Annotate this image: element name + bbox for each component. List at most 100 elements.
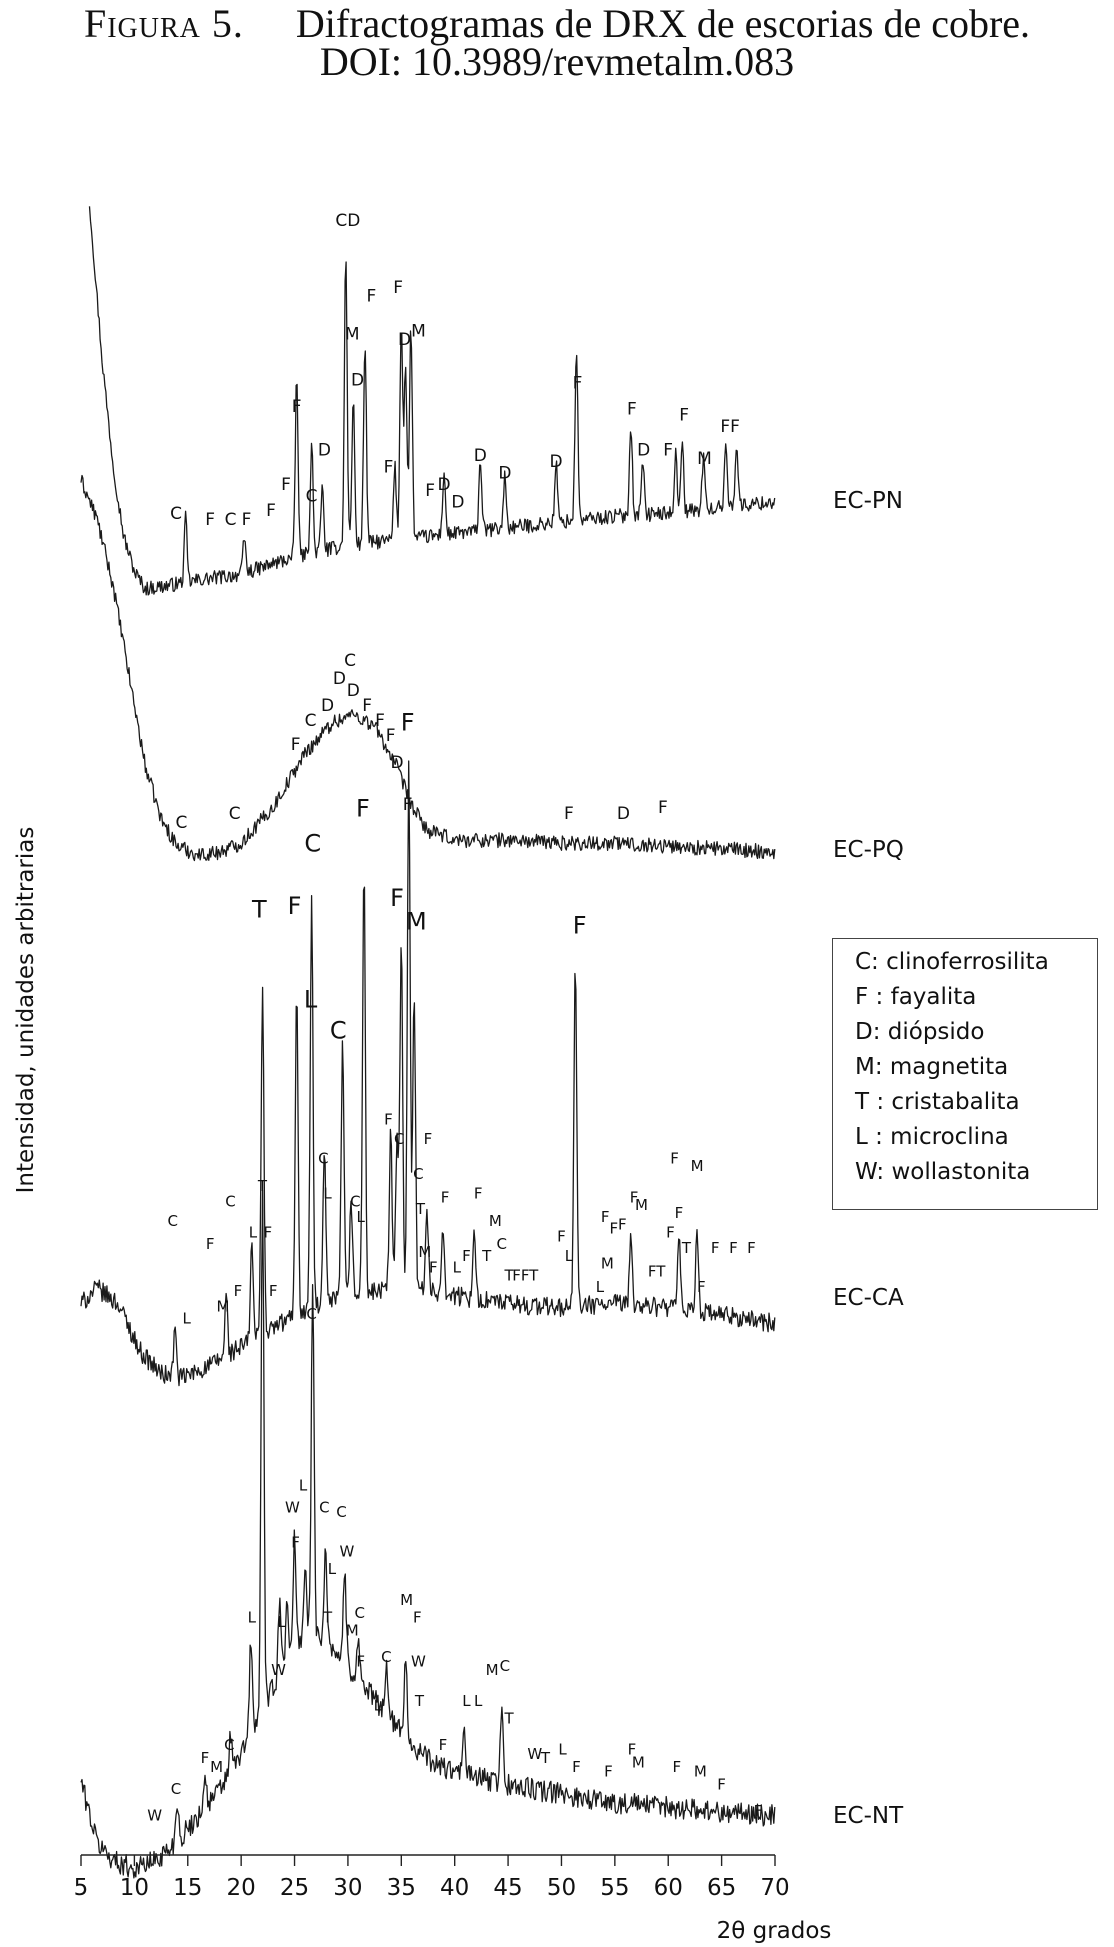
- peak-label: L: [374, 1696, 383, 1714]
- peak-label: C: [170, 504, 182, 524]
- peak-label: C: [171, 1780, 181, 1798]
- peak-label: F: [604, 1762, 613, 1780]
- peak-label: D: [637, 440, 650, 460]
- peak-label: L: [323, 1185, 332, 1203]
- legend-entry-diopsido: D: diópsido: [855, 1019, 985, 1045]
- peak-label: D: [474, 446, 487, 466]
- peak-label: T: [415, 1200, 426, 1218]
- peak-label: M: [697, 449, 712, 469]
- peak-label: L: [249, 1224, 258, 1242]
- legend-entry-microclina: L : microclina: [855, 1124, 1009, 1150]
- peak-label: F: [384, 1110, 393, 1128]
- peak-label: T: [481, 1247, 492, 1265]
- peak-label: F: [386, 726, 396, 746]
- x-tick-label: 45: [493, 1875, 522, 1901]
- peak-label: T: [540, 1749, 551, 1767]
- peak-label: F: [413, 1608, 422, 1626]
- peak-label: C: [175, 813, 187, 833]
- peak-label: C: [306, 1305, 316, 1323]
- peak-label: C: [350, 1192, 360, 1210]
- peak-label: C: [319, 1498, 329, 1516]
- legend-entry-fayalita: F : fayalita: [855, 984, 977, 1010]
- peak-label: F: [263, 1224, 272, 1242]
- peak-label: F: [670, 1149, 679, 1167]
- peak-label: F: [618, 1216, 627, 1234]
- peak-label: F: [375, 711, 385, 731]
- series-names: EC-PN EC-PQ EC-CA EC-NT: [833, 488, 904, 1829]
- peak-label: D: [437, 475, 450, 495]
- peak-label: F: [291, 735, 301, 755]
- peak-label: M: [400, 1591, 413, 1609]
- peak-label: L: [462, 1692, 471, 1710]
- peak-label: L: [278, 1613, 287, 1631]
- peak-label: F: [697, 1278, 706, 1296]
- x-tick-label: 35: [387, 1875, 416, 1901]
- peak-label: C: [305, 711, 317, 731]
- series-name-ec-nt: EC-NT: [833, 1803, 904, 1829]
- peak-label: F: [754, 1802, 763, 1820]
- diffractogram-traces: [80, 206, 776, 1879]
- peak-label: F: [403, 795, 413, 815]
- legend-entry-wollastonita: W: wollastonita: [855, 1159, 1031, 1185]
- peak-label: L: [474, 1692, 483, 1710]
- peak-label: C: [413, 1165, 423, 1183]
- peak-label: M: [486, 1661, 499, 1679]
- x-tick-label: 55: [600, 1875, 629, 1901]
- peak-label: W: [411, 1652, 426, 1670]
- peak-label: L: [304, 985, 318, 1013]
- peak-label: W: [271, 1661, 286, 1679]
- peak-label: T: [655, 1263, 666, 1281]
- peak-label: F: [367, 287, 377, 307]
- peak-label: M: [217, 1298, 230, 1316]
- peak-label: M: [411, 321, 426, 341]
- legend-entry-cristabalita: T : cristabalita: [855, 1089, 1020, 1115]
- peak-label: C: [224, 1736, 234, 1754]
- peak-label: M: [210, 1758, 223, 1776]
- peak-label: F: [269, 1282, 278, 1300]
- peak-label: D: [390, 753, 403, 773]
- peak-label: T: [322, 1608, 333, 1626]
- peak-label: C: [500, 1657, 510, 1675]
- peak-label: D: [398, 330, 411, 350]
- peak-label: L: [357, 1208, 366, 1226]
- figure-caption-doi: DOI: 10.3989/revmetalm.083: [319, 39, 795, 84]
- peak-label: C: [344, 651, 356, 671]
- peak-label: M: [406, 907, 427, 935]
- peak-label: C: [330, 1017, 347, 1045]
- peak-label: C: [318, 1149, 328, 1167]
- x-tick-label: 70: [760, 1875, 789, 1901]
- peak-label: F: [474, 1185, 483, 1203]
- peak-label: L: [558, 1740, 567, 1758]
- peak-label: F: [429, 1259, 438, 1277]
- peak-label: F: [201, 1749, 210, 1767]
- x-axis-label: 2θ grados: [717, 1918, 832, 1944]
- peak-label: F: [441, 1188, 450, 1206]
- peak-label: M: [635, 1196, 648, 1214]
- peak-label: C: [168, 1212, 178, 1230]
- peak-label: F: [288, 892, 302, 920]
- peak-label: F: [206, 1235, 215, 1253]
- peak-label: T: [528, 1266, 539, 1284]
- x-tick-label: 60: [654, 1875, 683, 1901]
- peak-label: D: [498, 464, 511, 484]
- peak-label: L: [183, 1309, 192, 1327]
- peak-label: D: [451, 493, 464, 513]
- peak-label: D: [333, 669, 346, 689]
- peak-label: F: [384, 458, 394, 478]
- peak-label: F: [572, 1758, 581, 1776]
- peak-label: F: [747, 1239, 756, 1257]
- peak-label: CD: [335, 211, 360, 231]
- peak-label: C: [336, 1503, 346, 1521]
- figure-caption-label: Figura 5.: [83, 1, 244, 46]
- x-tick-label: 30: [333, 1875, 362, 1901]
- figure-caption-title: Figura 5. Difractogramas de DRX de escori…: [0, 2, 1114, 46]
- peak-label: F: [630, 1188, 639, 1206]
- legend-entry-magnetita: M: magnetita: [855, 1054, 1009, 1080]
- peak-label: F: [729, 1239, 738, 1257]
- series-name-ec-pq: EC-PQ: [833, 837, 904, 863]
- peak-label: C: [354, 1604, 364, 1622]
- peak-label: L: [453, 1259, 462, 1277]
- trace-ec-nt: [80, 1190, 776, 1879]
